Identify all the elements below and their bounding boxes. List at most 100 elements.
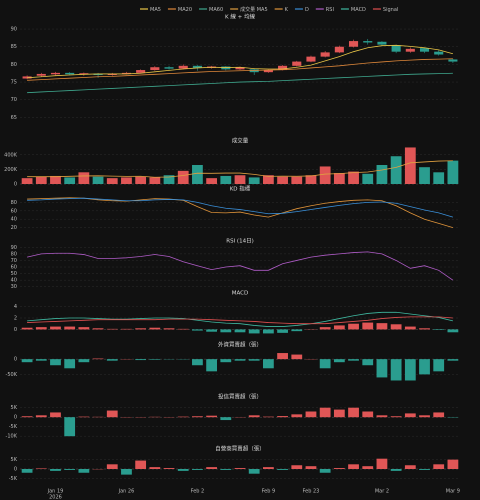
panel-title: 成交量 [232,137,249,145]
candle-body [334,46,344,53]
bar [106,410,118,418]
y-tick-label: 75 [11,80,17,86]
bar [135,359,147,361]
bar [404,147,416,184]
bar [277,176,288,184]
panel-title: 自營商買賣超（張） [215,445,265,453]
panel-title: 投信買賣超（張） [218,393,262,401]
candle-body [65,72,75,75]
series-line [27,316,453,325]
y-tick-label: 65 [11,115,17,121]
bar [248,469,260,474]
candle-body [419,48,430,52]
bar [348,171,359,184]
candle-body [164,67,174,69]
bar [319,327,331,330]
bar [277,329,288,333]
x-tick-label: Mar 2 [375,489,389,495]
bar [21,327,33,330]
bar [234,175,246,184]
bar [319,166,331,184]
y-tick-label: 80 [11,200,17,206]
panel-title: RSI (14日) [226,238,253,245]
bar [447,329,459,333]
bar [78,172,90,184]
bar [362,466,374,469]
bar [106,359,118,361]
x-tick-label: Jan 19 [47,489,64,495]
bar [348,407,359,418]
bar [192,416,203,418]
bar [419,167,430,184]
legend-label: D [305,7,309,13]
bar [319,469,331,473]
bar [433,329,445,330]
bar [333,359,345,363]
candle-body [235,67,245,70]
legend-label: MA20 [178,7,192,13]
panel-title: 外資買賣超（張） [218,341,262,349]
bar [206,467,218,469]
bar [291,329,303,332]
bar [50,326,61,330]
bar [234,468,246,469]
candle-body [136,70,146,73]
bar [92,176,104,184]
bar [376,359,388,378]
bar [291,176,303,184]
bar [390,359,402,381]
bar [248,415,260,418]
y-tick-label: 0 [14,357,17,363]
bar [163,468,175,469]
bar [234,329,246,333]
panel-title: MACD [232,291,249,297]
bar [206,359,218,372]
bar [21,359,33,363]
candle-body [121,72,131,74]
y-tick-label: -5K [9,476,18,482]
bar [78,469,90,473]
bar [64,177,76,184]
bar [433,172,445,184]
legend-label: MA5 [150,7,161,13]
bar [64,417,76,437]
bar [149,359,161,360]
y-tick-label: 40 [11,217,17,223]
x-tick-label: Jan 26 [118,489,135,495]
bar [106,464,118,469]
bar [404,413,416,418]
candle-body [448,59,458,62]
y-tick-label: -10K [6,434,18,440]
bar [362,359,374,366]
x-tick-label: Mar 9 [446,489,460,495]
y-tick-label: 400K [4,152,18,158]
x-year-label: 2026 [49,495,62,500]
candle-body [292,61,302,66]
bar [234,359,246,361]
bar [376,415,388,418]
y-tick-label: -50K [6,372,18,378]
candle-body [36,73,46,76]
bar [78,327,90,330]
bar [333,468,345,469]
candle-body [178,65,188,69]
candle-body [79,73,89,75]
bar [262,175,274,184]
legend-label: RSI [326,7,334,13]
bar [376,165,388,184]
y-tick-label: 60 [11,208,17,214]
y-tick-label: 0 [14,327,17,333]
bar [433,359,445,372]
legend-label: MA60 [209,7,223,13]
bar [262,329,274,334]
bar [262,416,274,418]
bar [277,416,288,418]
bar [206,178,218,184]
bar [220,359,232,363]
y-tick-label: -5K [9,424,18,430]
bar [64,326,76,330]
bar [390,416,402,418]
candle-body [150,67,160,71]
bar [390,156,402,184]
bar [21,178,33,184]
